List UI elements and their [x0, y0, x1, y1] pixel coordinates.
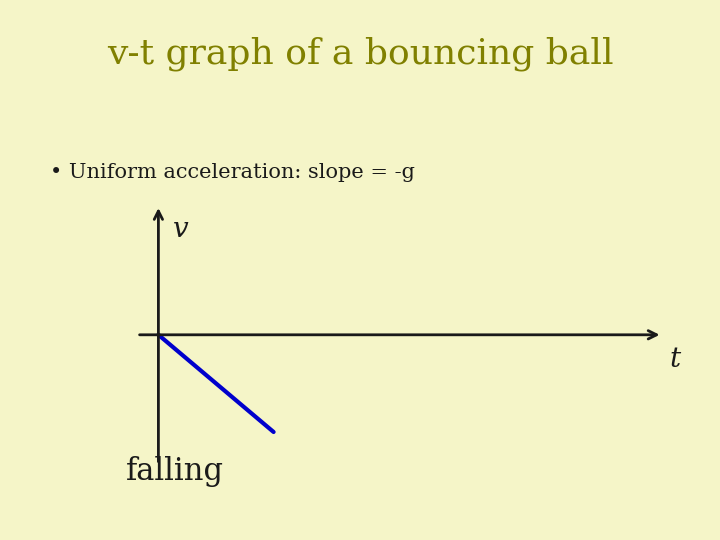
- Text: v: v: [173, 216, 189, 243]
- Text: t: t: [670, 346, 680, 373]
- Text: • Uniform acceleration: slope = -g: • Uniform acceleration: slope = -g: [50, 163, 415, 183]
- Text: falling: falling: [126, 456, 224, 487]
- Text: v-t graph of a bouncing ball: v-t graph of a bouncing ball: [107, 37, 613, 71]
